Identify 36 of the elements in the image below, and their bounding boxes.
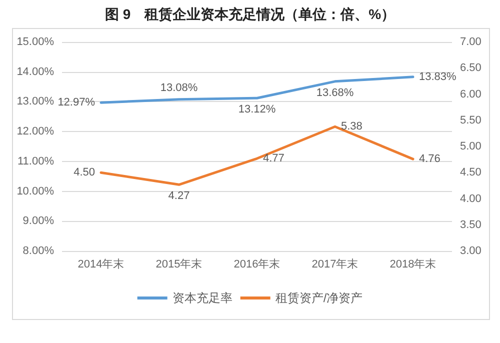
data-label: 4.27 xyxy=(168,190,190,202)
x-tick-label: 2018年末 xyxy=(390,258,436,270)
y2-tick-label: 3.00 xyxy=(460,245,482,257)
x-tick-label: 2017年末 xyxy=(312,258,358,270)
data-label: 13.68% xyxy=(316,86,354,99)
y2-tick-label: 7.00 xyxy=(460,36,482,48)
y-tick-label: 10.00% xyxy=(16,185,54,198)
x-tick-label: 2014年末 xyxy=(78,258,124,270)
data-label: 4.50 xyxy=(74,166,95,179)
y2-tick-label: 6.50 xyxy=(460,62,482,74)
y2-tick-label: 6.00 xyxy=(460,88,482,100)
data-label: 13.08% xyxy=(160,82,198,94)
data-label: 13.83% xyxy=(419,70,457,83)
y2-tick-label: 5.50 xyxy=(460,114,482,126)
chart-title: 图 9 租赁企业资本充足情况（单位：倍、%） xyxy=(104,6,396,22)
data-label: 4.76 xyxy=(419,153,440,166)
legend-label: 租赁资产/净资产 xyxy=(275,291,363,305)
data-label: 5.38 xyxy=(341,120,362,133)
data-label: 4.77 xyxy=(263,152,284,165)
y-tick-label: 15.00% xyxy=(16,36,54,48)
y2-tick-label: 4.00 xyxy=(460,192,482,205)
x-tick-label: 2016年末 xyxy=(234,258,280,270)
line-series xyxy=(100,76,414,104)
y2-tick-label: 4.50 xyxy=(460,166,482,179)
legend-label: 资本充足率 xyxy=(172,291,232,305)
y2-tick-label: 3.50 xyxy=(460,218,482,231)
y-tick-label: 13.00% xyxy=(16,96,54,108)
y-tick-label: 9.00% xyxy=(22,215,54,228)
y-tick-label: 8.00% xyxy=(22,245,54,257)
y2-tick-label: 5.00 xyxy=(460,140,482,152)
y-tick-label: 12.00% xyxy=(16,126,54,138)
x-tick-label: 2015年末 xyxy=(156,258,202,270)
y-tick-label: 11.00% xyxy=(18,155,54,168)
data-label: 12.97% xyxy=(58,96,96,109)
data-label: 13.12% xyxy=(238,104,276,116)
y-tick-label: 14.00% xyxy=(16,66,54,78)
